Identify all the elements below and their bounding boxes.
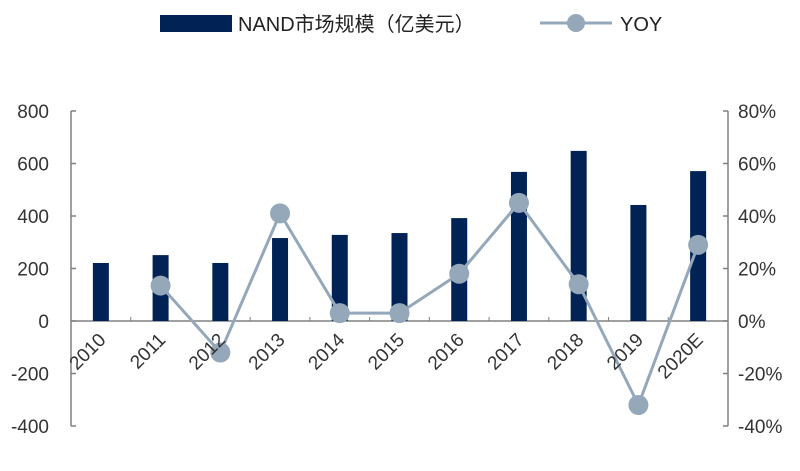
x-tick-label: 2014: [305, 329, 350, 374]
right-tick-label: 20%: [738, 260, 776, 281]
left-tick-label: -400: [11, 417, 49, 438]
right-tick-label: 40%: [738, 207, 776, 228]
yoy-point-2014: [329, 303, 350, 324]
right-tick-label: -20%: [738, 365, 782, 386]
x-tick-label: 2017: [484, 330, 529, 375]
bar-2015: [391, 233, 408, 321]
yoy-point-2013: [270, 203, 291, 224]
left-tick-label: 400: [17, 207, 49, 228]
yoy-point-2018: [568, 274, 589, 295]
x-tick-label: 2011: [126, 330, 170, 374]
right-tick-label: -40%: [738, 417, 782, 438]
bar-2012: [212, 262, 229, 321]
bar-2019: [630, 204, 647, 321]
yoy-point-2019: [628, 395, 649, 415]
right-tick-label: 0%: [738, 312, 766, 333]
legend-label-nand: NAND市场规模（亿美元）: [238, 13, 475, 36]
x-tick-label: 2010: [66, 330, 111, 375]
x-tick-label: 2015: [364, 330, 409, 375]
left-tick-label: 0: [38, 312, 49, 333]
x-tick-label: 2018: [543, 330, 588, 375]
legend-label-yoy: YOY: [620, 14, 662, 36]
yoy-point-2020E: [688, 234, 709, 255]
x-tick-label: 2016: [424, 330, 469, 375]
yoy-point-2017: [508, 192, 529, 213]
yoy-point-2011: [150, 275, 171, 296]
right-tick-label: 60%: [738, 155, 776, 176]
x-tick-label: 2019: [603, 330, 648, 375]
bar-2013: [272, 238, 289, 321]
yoy-line: [159, 200, 700, 409]
yoy-point-2012: [210, 342, 231, 363]
yoy-point-2015: [389, 303, 410, 324]
legend-swatch-nand: [160, 15, 232, 32]
left-tick-label: 200: [17, 260, 49, 281]
left-tick-label: 600: [17, 155, 49, 176]
bar-2014: [331, 234, 348, 321]
bar-2010: [92, 262, 109, 321]
yoy-point-2016: [449, 263, 470, 284]
x-tick-label: 2013: [245, 330, 290, 375]
legend: NAND市场规模（亿美元） YOY: [160, 13, 662, 36]
right-tick-label: 80%: [738, 102, 776, 123]
legend-swatch-yoy-marker: [567, 14, 585, 32]
left-tick-label: -200: [11, 365, 49, 386]
left-tick-label: 800: [17, 102, 49, 123]
